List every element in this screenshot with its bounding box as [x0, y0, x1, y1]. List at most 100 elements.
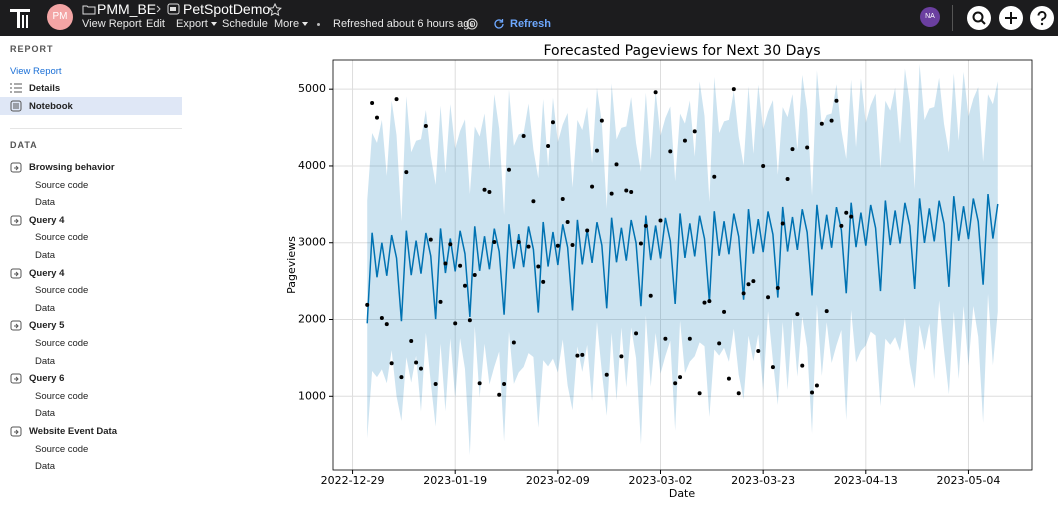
chevron: [156, 5, 161, 13]
separator: [317, 23, 320, 26]
dataset-icon: [10, 320, 22, 331]
user-avatar[interactable]: NA: [920, 7, 940, 27]
folder-name[interactable]: PMM_BE: [97, 1, 157, 17]
data-point: [526, 244, 531, 249]
dataset-list: Browsing behavior Source code Data Query 4 S…: [0, 159, 182, 476]
dataset-name[interactable]: Query 6: [0, 370, 182, 388]
uncertainty-band: [367, 63, 998, 456]
data-point: [692, 129, 697, 134]
divider: [10, 128, 182, 129]
data-point: [502, 382, 507, 387]
data-point: [731, 87, 736, 92]
forecast-line: [366, 193, 999, 324]
data-point: [775, 286, 780, 291]
nav-item[interactable]: Details: [29, 83, 61, 94]
data-point: [536, 264, 541, 269]
refresh-icon[interactable]: [493, 18, 505, 30]
details-icon: [10, 83, 22, 93]
help-button[interactable]: [1030, 6, 1054, 30]
divider: [952, 5, 953, 31]
report-icon: [167, 3, 180, 15]
data-point: [599, 118, 604, 123]
data-point: [712, 174, 717, 179]
info-icon[interactable]: [466, 18, 478, 30]
data-point: [824, 309, 829, 314]
report-name[interactable]: PetSpotDemo: [183, 1, 271, 17]
data-point: [399, 375, 404, 380]
data-point: [756, 348, 761, 353]
data-point: [384, 322, 389, 327]
refreshed-text: Refreshed about 6 hours ago: [333, 18, 476, 30]
data-point: [844, 210, 849, 215]
refresh-button[interactable]: Refresh: [510, 18, 551, 30]
data-point: [560, 196, 565, 201]
data-point: [741, 291, 746, 296]
menu-item[interactable]: More: [274, 18, 308, 30]
data-point: [653, 90, 658, 95]
data-point: [379, 315, 384, 320]
data-point: [443, 261, 448, 266]
menu-item[interactable]: Edit: [146, 18, 165, 30]
logo[interactable]: [8, 6, 32, 30]
dataset-child[interactable]: Source code: [35, 443, 89, 455]
search-button[interactable]: [967, 6, 991, 30]
dataset-name[interactable]: Query 4: [0, 265, 182, 283]
data-point: [849, 214, 854, 219]
menu-item[interactable]: Export: [176, 18, 217, 30]
y-tick-label: 5000: [298, 82, 326, 95]
dataset-child[interactable]: Source code: [35, 232, 89, 244]
dataset-child[interactable]: Data: [35, 197, 56, 209]
data-point: [726, 376, 731, 381]
folder-icon: [82, 5, 96, 15]
add-button[interactable]: [999, 6, 1023, 30]
dataset-name[interactable]: Browsing behavior: [0, 159, 182, 177]
data-point: [687, 336, 692, 341]
data-point: [414, 360, 419, 365]
dataset-child[interactable]: Data: [35, 302, 56, 314]
data-point: [629, 190, 634, 195]
data-point: [624, 188, 629, 193]
x-tick-label: 2023-04-13: [834, 474, 898, 487]
data-point: [839, 223, 844, 228]
star[interactable]: [268, 3, 282, 16]
nav-item[interactable]: Notebook: [29, 101, 73, 112]
dataset-child[interactable]: Source code: [35, 390, 89, 402]
dataset-name[interactable]: Query 5: [0, 317, 182, 335]
data-point: [448, 242, 453, 247]
data-point: [394, 97, 399, 102]
dataset-child[interactable]: Data: [35, 408, 56, 420]
data-point: [614, 162, 619, 167]
dataset-child[interactable]: Data: [35, 355, 56, 367]
data-point: [805, 145, 810, 150]
dataset-child[interactable]: Data: [35, 461, 56, 473]
dataset-child[interactable]: Source code: [35, 337, 89, 349]
y-tick-label: 2000: [298, 313, 326, 326]
data-point: [404, 170, 409, 175]
dataset-name[interactable]: Website Event Data: [0, 423, 182, 441]
data-point: [717, 341, 722, 346]
view-report-link[interactable]: View Report: [10, 66, 62, 77]
menu-item[interactable]: Schedule: [222, 18, 268, 30]
data-point: [541, 279, 546, 284]
menu-item[interactable]: View Report: [82, 18, 142, 30]
dataset-child[interactable]: Source code: [35, 179, 89, 191]
data-point: [682, 138, 687, 143]
data-point: [516, 239, 521, 244]
dataset-child[interactable]: Data: [35, 249, 56, 261]
data-point: [810, 390, 815, 395]
data-point: [648, 293, 653, 298]
selected-highlight: [0, 97, 182, 115]
data-point: [766, 295, 771, 300]
data-point: [423, 124, 428, 129]
avatar[interactable]: PM: [47, 4, 73, 30]
data-point: [472, 272, 477, 277]
dataset-child[interactable]: Source code: [35, 285, 89, 297]
data-point: [477, 381, 482, 386]
data-point: [673, 381, 678, 386]
dataset-name[interactable]: Query 4: [0, 212, 182, 230]
data-point: [829, 118, 834, 123]
notebook-icon: [10, 100, 22, 112]
data-point: [458, 263, 463, 268]
data-point: [795, 312, 800, 317]
